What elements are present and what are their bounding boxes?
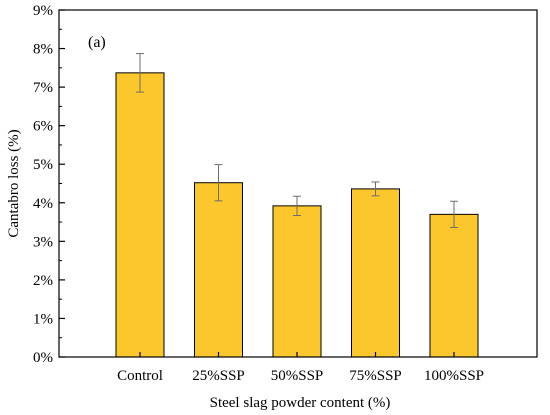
x-tick-label: 75%SSP [349,368,402,384]
x-axis-title: Steel slag powder content (%) [210,395,391,411]
bar [194,182,243,358]
y-tick-label: 9% [33,3,53,19]
bar [429,213,479,358]
x-tick-label: 100%SSP [424,368,484,384]
y-tick-label: 8% [33,42,53,58]
y-tick-label: 5% [33,157,53,173]
bar [272,205,322,358]
bar [115,72,165,358]
x-axis: Control 25%SSP 50%SSP 75%SSP 100%SSP [117,352,484,384]
y-tick-label: 0% [33,350,53,366]
y-tick-label: 6% [33,119,53,135]
x-tick-label: 25%SSP [192,368,245,384]
x-tick-label: Control [117,368,163,384]
y-tick-label: 2% [33,273,53,289]
y-tick-label: 4% [33,196,53,212]
y-axis-title: Cantabro loss (%) [6,129,22,237]
y-tick-label: 3% [33,234,53,250]
bar [351,188,400,358]
x-tick-label: 50%SSP [271,368,324,384]
error-bars-group [136,53,458,228]
y-tick-label: 7% [33,80,53,96]
y-axis: 0% 1% 2% 3% 4% 5% 6% 7% 8% 9% [33,3,65,366]
y-tick-label: 1% [33,311,53,327]
panel-label: (a) [88,34,106,51]
